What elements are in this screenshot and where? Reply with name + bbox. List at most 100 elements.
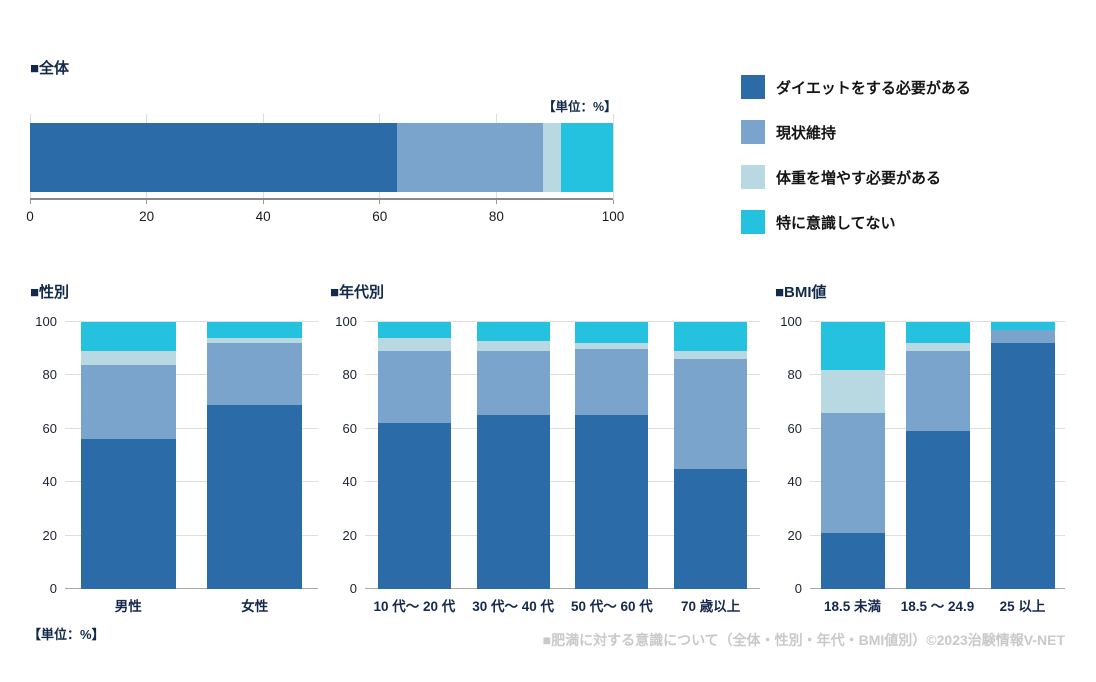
bar-segment-1 — [820, 532, 885, 589]
gridline — [65, 587, 318, 589]
axis-tick — [29, 200, 31, 204]
gridline — [810, 321, 1065, 322]
gridline — [365, 321, 760, 322]
bar-segment-1 — [905, 431, 970, 589]
axis-tick — [495, 200, 497, 204]
stacked-bar — [820, 322, 885, 589]
gender-stacked-bar-chart: 0 20 40 60 80 100 男性 女性 — [35, 314, 318, 614]
stacked-bar — [377, 322, 451, 589]
legend-item-not-conscious: 特に意識してない — [741, 210, 971, 234]
y-axis-tick-label: 0 — [49, 581, 57, 596]
gridline — [365, 587, 760, 589]
y-axis-tick-label: 40 — [787, 474, 802, 490]
category-label: 男性 — [114, 599, 142, 614]
x-axis-line — [30, 198, 613, 200]
overall-section-title: ■全体 — [30, 60, 70, 77]
bar-segment-4 — [990, 322, 1055, 331]
bar-segment-3 — [820, 370, 885, 413]
category-label: 18.5 ～ 24.9 — [900, 599, 975, 614]
bar-segment-4 — [476, 322, 550, 341]
gridline — [65, 427, 318, 429]
stacked-bar — [80, 322, 176, 589]
bar-segment-1 — [674, 468, 748, 589]
bar-segment-1 — [80, 439, 176, 589]
legend-label: ダイエットをする必要がある — [776, 79, 971, 97]
x-axis-tick-label: 60 — [372, 209, 388, 224]
y-axis-tick-label: 100 — [35, 314, 57, 329]
legend-label: 特に意識してない — [776, 214, 896, 232]
bar-segment-3 — [80, 351, 176, 365]
stacked-bar — [575, 322, 649, 589]
legend-item-maintain: 現状維持 — [741, 120, 971, 144]
legend-label: 現状維持 — [776, 124, 837, 142]
gridline — [365, 534, 760, 536]
x-axis-tick-label: 80 — [488, 209, 504, 224]
y-axis-tick-label: 60 — [342, 420, 357, 436]
gridline — [365, 374, 760, 376]
y-axis-tick-label: 20 — [42, 527, 57, 543]
bar-segment-2 — [575, 348, 649, 416]
bar-segment-2 — [674, 359, 748, 469]
category-label: 50 代～ 60 代 — [570, 599, 653, 614]
gender-section-title: ■性別 — [30, 284, 70, 301]
bar-segment-2 — [397, 123, 544, 192]
chart-legend: ダイエットをする必要がある 現状維持 体重を増やす必要がある 特に意識してない — [741, 75, 971, 255]
bar-segment-1 — [207, 404, 303, 589]
bmi-stacked-bar-chart: 0 20 40 60 80 100 18.5 未満 18.5 ～ 24.9 25 以上 — [780, 314, 1065, 614]
gridline — [612, 114, 614, 200]
axis-tick — [146, 200, 148, 204]
y-axis-tick-label: 100 — [335, 314, 357, 329]
bar-segment-4 — [207, 322, 303, 339]
bar-segment-1 — [30, 123, 398, 192]
category-label: 18.5 未満 — [823, 599, 882, 614]
bar-segment-3 — [575, 343, 649, 349]
overall-stacked-bar-chart: 0 20 40 60 80 100 — [26, 114, 624, 224]
bar-segment-1 — [575, 415, 649, 589]
y-axis-tick-label: 80 — [787, 367, 802, 383]
bar-segment-4 — [560, 123, 613, 192]
unit-label-top: 【単位：%】 — [543, 100, 617, 114]
axis-tick — [379, 200, 381, 204]
x-axis-tick-label: 20 — [139, 209, 155, 224]
y-axis-tick-label: 20 — [787, 527, 802, 543]
bar-segment-2 — [207, 343, 303, 405]
bar-segment-1 — [377, 423, 451, 589]
legend-swatch-cyan — [741, 210, 765, 234]
category-label: 女性 — [241, 599, 269, 614]
bar-segment-4 — [674, 322, 748, 352]
y-axis-tick-label: 0 — [794, 581, 802, 596]
bar-segment-3 — [377, 338, 451, 352]
bar-segment-3 — [674, 351, 748, 360]
legend-swatch-light-blue — [741, 165, 765, 189]
axis-tick — [262, 200, 264, 204]
gridline — [65, 374, 318, 376]
legend-item-diet-needed: ダイエットをする必要がある — [741, 75, 971, 99]
y-axis-tick-label: 40 — [342, 474, 357, 490]
y-axis-tick-label: 0 — [349, 581, 357, 596]
overall-bar — [30, 123, 613, 192]
gridline — [65, 321, 318, 322]
stacked-bar — [674, 322, 748, 589]
bar-segment-2 — [905, 351, 970, 432]
y-axis-tick-label: 80 — [342, 367, 357, 383]
bar-segment-3 — [543, 123, 561, 192]
bar-segment-4 — [575, 322, 649, 344]
legend-label: 体重を増やす必要がある — [776, 169, 942, 187]
bar-segment-3 — [905, 343, 970, 352]
bar-segment-1 — [476, 415, 550, 589]
unit-label-bottom: 【単位：%】 — [28, 627, 105, 642]
age-stacked-bar-chart: 0 20 40 60 80 100 10 代～ 20 代 30 代～ 40 代 50 代～ 60… — [335, 314, 760, 614]
bar-segment-3 — [476, 340, 550, 352]
age-section-title: ■年代別 — [330, 284, 385, 301]
bmi-section-title: ■BMI値 — [775, 284, 827, 301]
legend-swatch-dark-blue — [741, 75, 765, 99]
gridline — [365, 427, 760, 429]
gridline — [65, 534, 318, 536]
axis-tick — [612, 200, 614, 204]
category-label: 30 代～ 40 代 — [472, 599, 555, 614]
bar-segment-4 — [377, 322, 451, 339]
stacked-bar — [476, 322, 550, 589]
legend-item-gain-weight: 体重を増やす必要がある — [741, 165, 971, 189]
bar-segment-1 — [990, 343, 1055, 589]
